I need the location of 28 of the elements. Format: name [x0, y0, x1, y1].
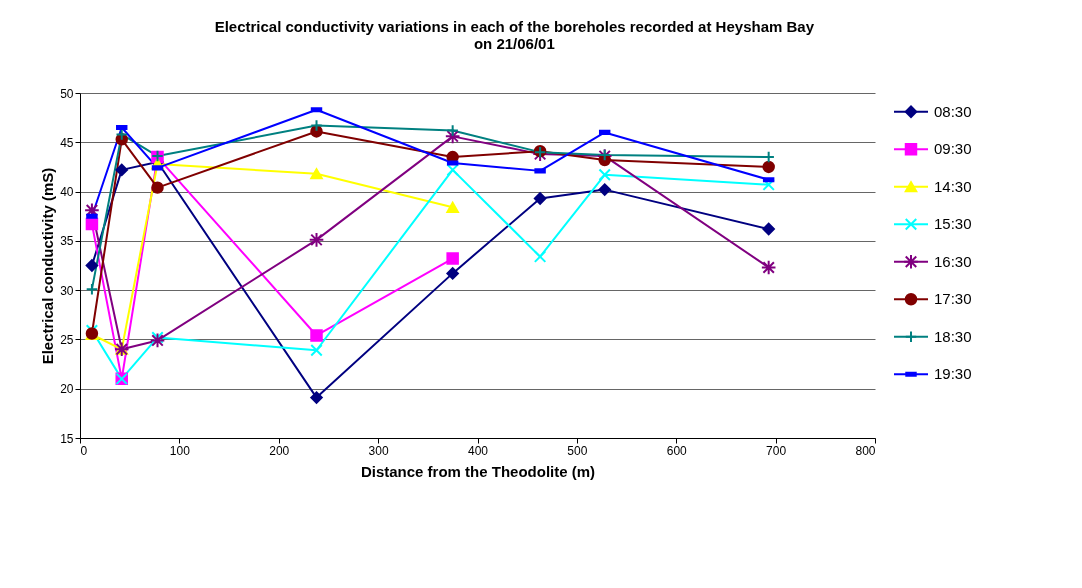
legend-label: 18:30	[934, 327, 972, 345]
x-tick-label: 800	[855, 443, 876, 458]
legend-label: 19:30	[934, 365, 972, 383]
x-axis-title: Distance from the Theodolite (m)	[360, 462, 596, 480]
legend-label: 14:30	[934, 177, 972, 195]
legend-label: 15:30	[934, 215, 972, 233]
legend-label: 16:30	[934, 252, 972, 270]
chart-title: Electrical conductivity variations in each of the boreholes recorded at Heysham Bay on 21/06/01	[214, 18, 815, 52]
y-tick-label: 35	[60, 234, 74, 249]
legend-label: 09:30	[934, 140, 972, 158]
y-tick-label: 20	[60, 382, 74, 397]
x-tick-label: 500	[567, 443, 588, 458]
y-tick-label: 50	[60, 86, 74, 101]
y-tick-label: 25	[60, 332, 74, 347]
x-tick-label: 400	[467, 443, 489, 458]
x-tick-label: 100	[169, 443, 191, 458]
y-tick-label: 30	[60, 283, 74, 298]
legend-label: 08:30	[934, 102, 972, 120]
y-tick-label: 40	[60, 185, 74, 200]
y-tick-label: 45	[60, 135, 74, 150]
legend-label: 17:30	[934, 290, 972, 308]
x-tick-label: 600	[666, 443, 688, 458]
y-axis-title: Electrical conductivity (mS)	[39, 167, 57, 365]
x-tick-label: 700	[766, 443, 787, 458]
x-tick-label: 0	[80, 443, 88, 458]
y-tick-label: 15	[60, 431, 74, 446]
x-tick-label: 300	[368, 443, 389, 458]
x-tick-label: 200	[269, 443, 290, 458]
